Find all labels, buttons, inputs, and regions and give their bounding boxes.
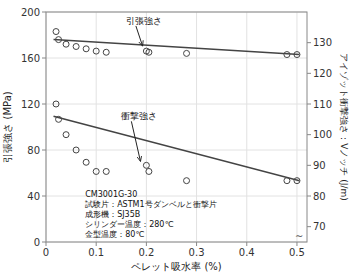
- grid: [46, 12, 307, 242]
- y2-tick-label: 100: [313, 129, 332, 140]
- y2-axis-label: アイゾット衝撃強さ：Vノッチ (J/m): [339, 53, 349, 201]
- y-tick: [42, 58, 46, 59]
- y2-tick-label: 110: [313, 99, 332, 110]
- x-axis-label: ペレット吸水率 (%): [131, 261, 222, 272]
- x-tick-label: 0.1: [88, 247, 104, 258]
- scatter-point: [83, 159, 89, 165]
- y-tick: [42, 196, 46, 197]
- x-tick: [46, 242, 47, 246]
- info-line: 成形機：SJ35B: [85, 210, 140, 219]
- x-tick: [246, 242, 247, 246]
- grid-line-x: [296, 12, 297, 242]
- scatter-point: [73, 147, 79, 153]
- y-tick-label: 200: [21, 7, 40, 18]
- x-tick: [196, 242, 197, 246]
- y2-tick-label: 90: [313, 160, 326, 171]
- x-tick-label: 0.2: [138, 247, 154, 258]
- scatter-point: [53, 29, 59, 35]
- scatter-point: [63, 132, 69, 138]
- line: [54, 116, 300, 180]
- scatter-point: [83, 46, 89, 52]
- y2-tick: [307, 42, 311, 43]
- y2-tick-label: 80: [313, 191, 326, 202]
- scatter-point: [73, 44, 79, 50]
- data: [53, 29, 300, 184]
- info-text: CM3001G-30試験片：ASTM1号ダンベルと衝撃片成形機：SJ35Bシリン…: [85, 190, 216, 239]
- y2-tick-label: 130: [313, 37, 332, 48]
- scatter-point: [63, 41, 69, 47]
- scatter-point: [284, 52, 290, 58]
- axes: 0 0.1 0.2 0.3 0.4 0.5 0 40 80 120 160 200 70 80 90 100 1…: [21, 7, 332, 259]
- scatter-point: [143, 162, 149, 168]
- scatter-point: [93, 168, 99, 174]
- plot-frame: [46, 12, 307, 242]
- scatter-point: [56, 116, 62, 122]
- scatter-point: [184, 50, 190, 56]
- x-tick: [296, 242, 297, 246]
- scatter-point: [294, 178, 300, 184]
- scatter-point: [93, 48, 99, 54]
- scatter-point: [146, 168, 152, 174]
- y2-tick-label: 70: [313, 221, 326, 232]
- x-tick: [96, 242, 97, 246]
- annotation-arrow: [136, 26, 143, 46]
- x-tick-label: 0: [43, 247, 49, 258]
- scatter-point: [103, 49, 109, 55]
- x-tick-label: 0.4: [239, 247, 255, 258]
- grid-line-y: [46, 104, 307, 105]
- y2-tick: [307, 104, 311, 105]
- y-tick-label: 120: [21, 99, 40, 110]
- scatter-point: [284, 178, 290, 184]
- x-tick: [146, 242, 147, 246]
- y-tick: [42, 150, 46, 151]
- annotation-label: 引張強さ: [126, 16, 162, 26]
- y2-tick: [307, 226, 311, 227]
- y2-tick: [307, 165, 311, 166]
- y2-tick: [307, 196, 311, 197]
- break-symbol: ∼: [295, 230, 303, 241]
- info-line: 金型温度：80℃: [85, 230, 144, 239]
- y2-tick-label: 120: [313, 68, 332, 79]
- scatter-point: [53, 101, 59, 107]
- annotation-label: 衝撃強さ: [121, 111, 157, 121]
- x-tick-label: 0.5: [289, 247, 305, 258]
- y-tick: [42, 12, 46, 13]
- grid-line-x: [246, 12, 247, 242]
- y-tick: [42, 104, 46, 105]
- scatter-point: [184, 178, 190, 184]
- grid-line-y: [46, 150, 307, 151]
- info-line: 試験片：ASTM1号ダンベルと衝撃片: [85, 200, 216, 209]
- y2-tick: [307, 73, 311, 74]
- scatter-point: [103, 168, 109, 174]
- grid-line-y: [46, 58, 307, 59]
- y-tick-label: 40: [27, 191, 40, 202]
- x-tick-label: 0.3: [189, 247, 205, 258]
- y2-tick: [307, 134, 311, 135]
- y-tick: [42, 242, 46, 243]
- y-tick-label: 160: [21, 53, 40, 64]
- scatter-point: [146, 49, 152, 55]
- scatter-point: [56, 37, 62, 43]
- line: [54, 40, 300, 55]
- info-line: シリンダー温度：280℃: [85, 220, 173, 229]
- y-tick-label: 0: [34, 237, 40, 248]
- y-tick-label: 80: [27, 145, 40, 156]
- annotations: 引張強さ衝撃強さ CM3001G-30試験片：ASTM1号ダンベルと衝撃片成形機：…: [85, 16, 303, 241]
- y-axis-label: 引張強さ (MPa): [2, 91, 13, 162]
- chart: 0 0.1 0.2 0.3 0.4 0.5 0 40 80 120 160 200 70 80 90 100 1…: [0, 0, 353, 278]
- annotation-arrow: [131, 121, 140, 161]
- info-line: CM3001G-30: [85, 190, 137, 199]
- scatter-point: [294, 52, 300, 58]
